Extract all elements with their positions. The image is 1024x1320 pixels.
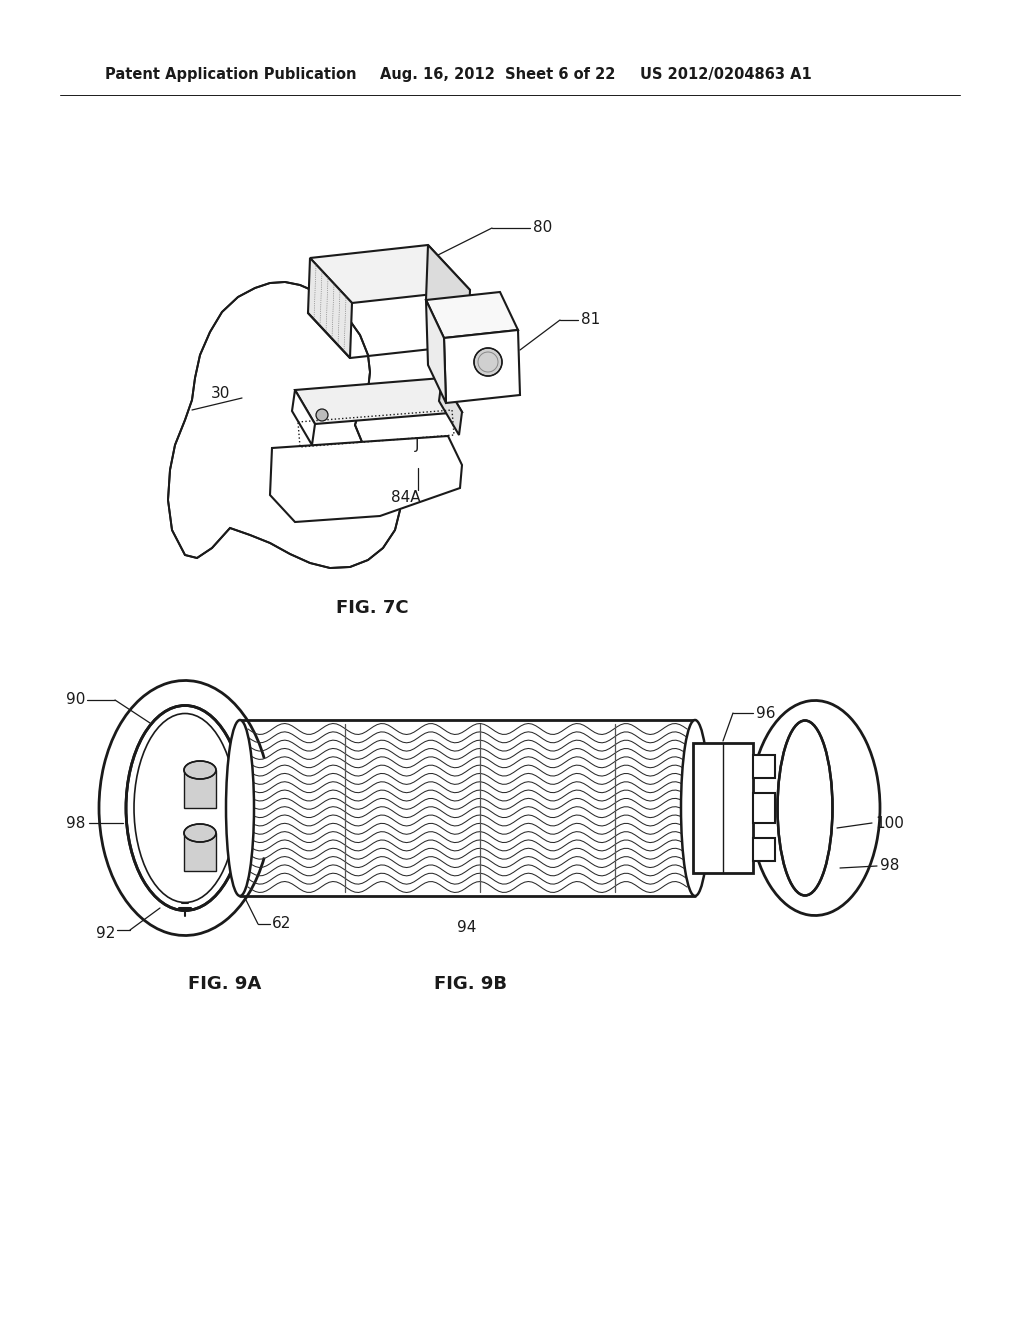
Text: 90: 90 [66,693,85,708]
Ellipse shape [681,719,709,896]
Polygon shape [168,282,400,568]
Polygon shape [310,246,470,304]
Polygon shape [439,378,462,436]
Ellipse shape [226,719,254,896]
Polygon shape [184,833,216,871]
Text: 84A: 84A [391,490,421,504]
Text: Aug. 16, 2012  Sheet 6 of 22: Aug. 16, 2012 Sheet 6 of 22 [380,67,615,82]
Ellipse shape [126,705,244,911]
Text: 30: 30 [211,385,230,400]
Polygon shape [693,743,753,873]
Polygon shape [184,770,216,808]
Polygon shape [308,257,352,358]
Polygon shape [753,755,775,777]
Polygon shape [426,246,470,345]
Polygon shape [753,793,775,822]
Polygon shape [444,330,520,403]
Polygon shape [426,292,518,338]
Text: 62: 62 [272,916,292,932]
Text: 98: 98 [66,816,85,830]
Text: J: J [415,437,420,453]
Text: US 2012/0204863 A1: US 2012/0204863 A1 [640,67,812,82]
Polygon shape [426,300,446,403]
Text: FIG. 7C: FIG. 7C [336,599,409,616]
Text: 80: 80 [534,220,552,235]
Polygon shape [753,838,775,861]
Ellipse shape [184,762,216,779]
Polygon shape [292,389,315,445]
Text: FIG. 9B: FIG. 9B [433,975,507,993]
Ellipse shape [777,721,833,895]
Text: 92: 92 [95,925,115,940]
Text: 81: 81 [581,313,600,327]
Text: 94: 94 [458,920,477,936]
Text: 96: 96 [756,705,775,721]
Text: 100: 100 [874,816,904,830]
Ellipse shape [184,824,216,842]
Text: Patent Application Publication: Patent Application Publication [105,67,356,82]
Text: FIG. 9A: FIG. 9A [188,975,261,993]
Polygon shape [270,436,462,521]
Text: 98: 98 [880,858,899,874]
Ellipse shape [474,348,502,376]
Polygon shape [295,378,462,424]
Ellipse shape [316,409,328,421]
